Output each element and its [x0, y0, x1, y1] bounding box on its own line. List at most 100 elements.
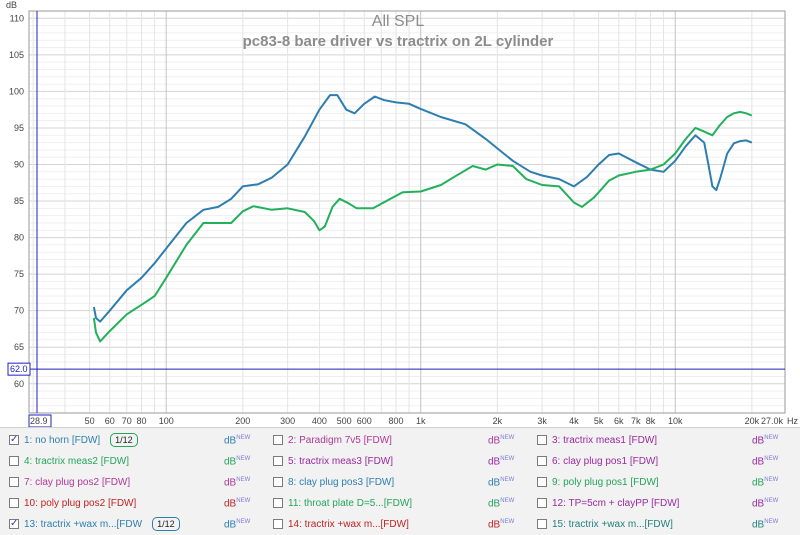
y-tick-label: 80 — [14, 233, 24, 243]
legend-unit-text: dB — [752, 456, 765, 468]
legend-label: 6: clay plug pos1 [FDW] — [552, 455, 659, 467]
legend-item[interactable]: 8: clay plug pos3 [FDW] — [273, 474, 394, 490]
legend-unit-text: dB — [224, 519, 237, 531]
smoothing-badge[interactable]: 1/12 — [152, 517, 180, 531]
checkbox[interactable] — [273, 477, 283, 487]
legend-panel: ✓ 1: no horn [FDW] 1/12 dBNEW 2: Paradigm 7v… — [0, 427, 800, 535]
x-tick-label: 70 — [122, 416, 132, 426]
legend-unit[interactable]: dBNEW — [488, 477, 514, 488]
legend-item[interactable]: 10: poly plug pos2 [FDW] — [9, 495, 136, 511]
y-tick-label: 105 — [9, 50, 24, 60]
legend-unit-sup: NEW — [236, 435, 251, 441]
checkbox[interactable] — [9, 498, 19, 508]
legend-unit[interactable]: dBNEW — [224, 519, 250, 530]
y-tick-label: 95 — [14, 123, 24, 133]
x-tick-label: 400 — [312, 416, 327, 426]
legend-item[interactable]: 3: tractrix meas1 [FDW] — [537, 432, 657, 448]
y-tick-label: 60 — [14, 379, 24, 389]
checkbox[interactable] — [273, 435, 283, 445]
y-tick-label: 110 — [10, 13, 24, 23]
legend-unit[interactable]: dBNEW — [224, 435, 250, 446]
legend-unit[interactable]: dBNEW — [752, 456, 778, 467]
legend-unit[interactable]: dBNEW — [752, 519, 778, 530]
legend-item[interactable]: 14: tractrix +wax m...[FDW] — [273, 516, 409, 532]
legend-unit[interactable]: dBNEW — [488, 456, 514, 467]
legend-unit[interactable]: dBNEW — [488, 435, 514, 446]
legend-unit-sup: NEW — [236, 498, 251, 504]
x-tick-label: 27.0k — [761, 416, 784, 426]
legend-item[interactable]: 2: Paradigm 7v5 [FDW] — [273, 432, 392, 448]
x-tick-label: 2k — [493, 416, 503, 426]
legend-unit-text: dB — [488, 456, 501, 468]
legend-unit-text: dB — [752, 498, 765, 510]
legend-unit-sup: NEW — [236, 519, 251, 525]
legend-item[interactable]: ✓ 1: no horn [FDW] 1/12 — [9, 432, 138, 448]
legend-item[interactable]: 11: throat plate D=5...[FDW] — [273, 495, 412, 511]
legend-unit-sup: NEW — [764, 477, 779, 483]
legend-unit[interactable]: dBNEW — [224, 456, 250, 467]
legend-unit-text: dB — [224, 435, 237, 447]
checked-checkbox[interactable]: ✓ — [9, 434, 19, 445]
legend-unit-text: dB — [224, 456, 237, 468]
x-tick-label: 60 — [105, 416, 115, 426]
checkbox[interactable] — [537, 498, 547, 508]
legend-item[interactable]: 4: tractrix meas2 [FDW] — [9, 453, 129, 469]
reference-line-value: 62.0 — [10, 364, 28, 374]
x-tick-label: 300 — [280, 416, 295, 426]
legend-unit-sup: NEW — [500, 435, 515, 441]
legend-unit[interactable]: dBNEW — [752, 477, 778, 488]
legend-item[interactable]: 12: TP=5cm + clayPP [FDW] — [537, 495, 679, 511]
legend-item[interactable]: ✓ 13: tractrix +wax m...[FDW 1/12 — [9, 516, 180, 532]
checkbox[interactable] — [537, 456, 547, 466]
checkbox[interactable] — [273, 456, 283, 466]
series-line-2[interactable] — [92, 110, 753, 343]
legend-unit-sup: NEW — [500, 456, 515, 462]
legend-unit[interactable]: dBNEW — [752, 435, 778, 446]
checkbox[interactable] — [273, 519, 283, 529]
checkbox[interactable] — [537, 519, 547, 529]
legend-label: 5: tractrix meas3 [FDW] — [288, 455, 394, 467]
x-tick-label: 6k — [614, 416, 624, 426]
x-tick-label[interactable]: 28.9 — [30, 416, 48, 426]
legend-unit-sup: NEW — [236, 477, 251, 483]
x-tick-label: 8k — [646, 416, 656, 426]
legend-unit[interactable]: dBNEW — [488, 519, 514, 530]
legend-label: 11: throat plate D=5...[FDW] — [288, 497, 413, 509]
legend-item[interactable]: 7: clay plug pos2 [FDW] — [9, 474, 130, 490]
legend-item[interactable]: 15: tractrix +wax m...[FDW] — [537, 516, 673, 532]
x-tick-label: 10k — [668, 416, 683, 426]
legend-unit-text: dB — [224, 477, 237, 489]
legend-unit[interactable]: dBNEW — [752, 498, 778, 509]
legend-label: 7: clay plug pos2 [FDW] — [24, 476, 131, 488]
legend-unit-text: dB — [752, 435, 765, 447]
checked-checkbox[interactable]: ✓ — [9, 518, 19, 529]
checkbox[interactable] — [9, 456, 19, 466]
checkbox[interactable] — [537, 435, 547, 445]
chart-subtitle: pc83-8 bare driver vs tractrix on 2L cyl… — [243, 33, 554, 50]
legend-unit-text: dB — [752, 477, 765, 489]
smoothing-badge[interactable]: 1/12 — [110, 433, 138, 447]
legend-item[interactable]: 9: poly plug pos1 [FDW] — [537, 474, 659, 490]
legend-unit-text: dB — [488, 498, 501, 510]
x-tick-label: 7k — [631, 416, 641, 426]
legend-unit-text: dB — [752, 519, 765, 531]
legend-label: 13: tractrix +wax m...[FDW — [24, 518, 143, 530]
legend-unit[interactable]: dBNEW — [224, 477, 250, 488]
checkbox[interactable] — [273, 498, 283, 508]
x-tick-label: 4k — [569, 416, 579, 426]
legend-unit-sup: NEW — [764, 519, 779, 525]
reference-line-label[interactable]: 62.0 — [7, 362, 31, 376]
legend-unit[interactable]: dBNEW — [488, 498, 514, 509]
checkbox[interactable] — [537, 477, 547, 487]
y-tick-label: 90 — [14, 159, 24, 169]
legend-unit-sup: NEW — [764, 435, 779, 441]
legend-item[interactable]: 6: clay plug pos1 [FDW] — [537, 453, 658, 469]
legend-unit[interactable]: dBNEW — [224, 498, 250, 509]
legend-unit-sup: NEW — [236, 456, 251, 462]
series-line-1[interactable] — [92, 94, 753, 323]
x-axis-unit: Hz — [787, 416, 798, 426]
spl-chart: 60 65 70 75 80 85 90 95 100 105 110 28.9 50 60 70 80 10… — [6, 0, 798, 428]
y-tick-label: 65 — [14, 342, 24, 352]
checkbox[interactable] — [9, 477, 19, 487]
legend-item[interactable]: 5: tractrix meas3 [FDW] — [273, 453, 393, 469]
